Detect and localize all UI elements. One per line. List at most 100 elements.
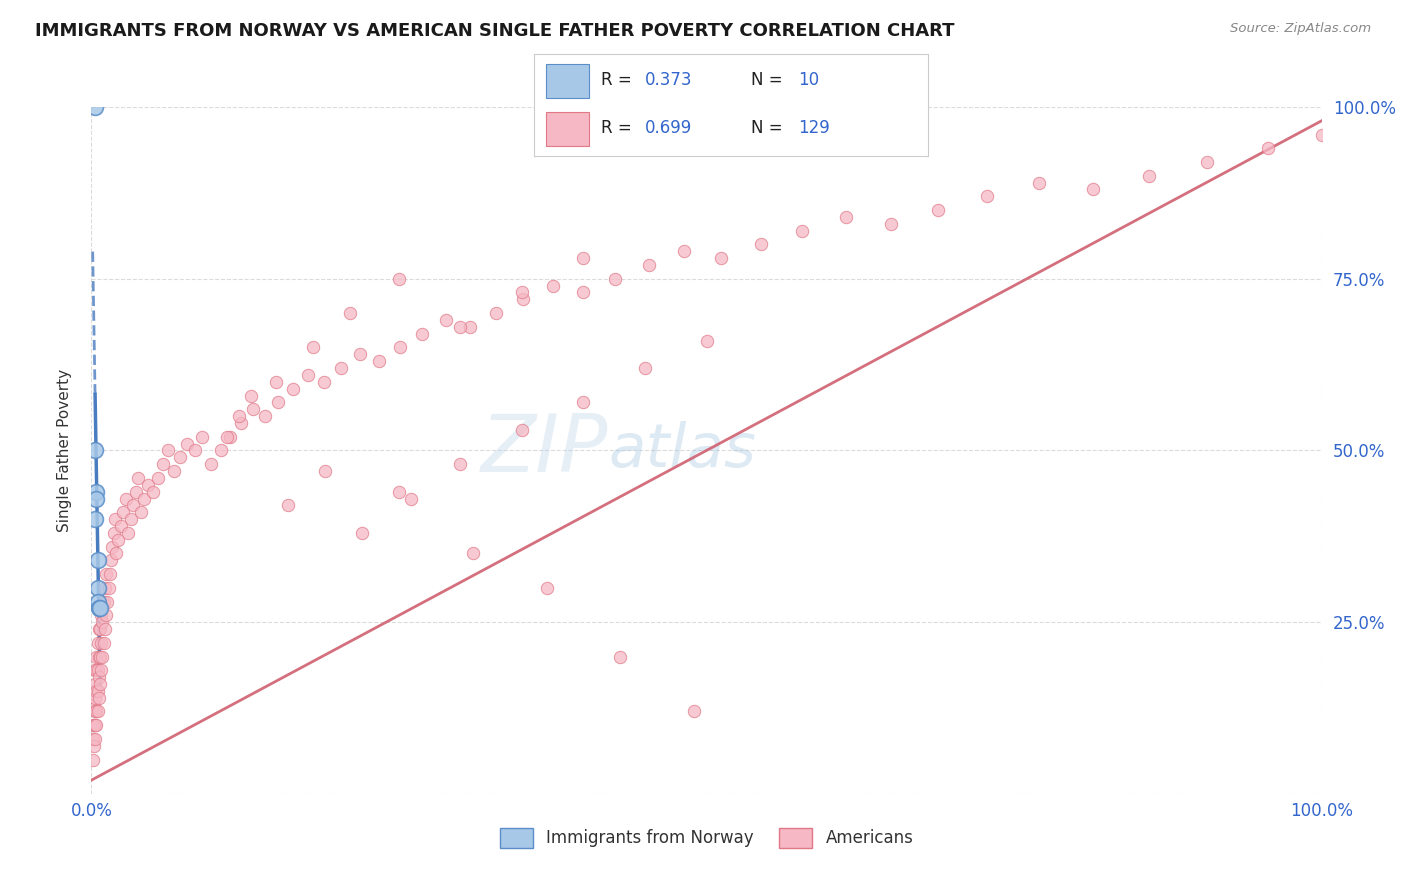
Point (107, 533, 129, 547)
Text: 0.699: 0.699 (644, 120, 692, 137)
Point (219, 430, 242, 444)
Point (83, 698, 105, 712)
Point (1139, 169, 1161, 183)
Point (87, 690, 110, 705)
Point (84, 690, 107, 705)
Point (449, 319, 471, 334)
Point (129, 505, 152, 519)
Point (485, 306, 508, 320)
Point (880, 217, 903, 231)
Point (87, 601, 110, 615)
Point (86, 705, 108, 719)
Point (510, 285, 533, 300)
Text: R =: R = (602, 120, 637, 137)
Point (512, 293, 534, 307)
Point (637, 258, 659, 272)
Point (86, 636, 108, 650)
Point (98, 567, 121, 582)
Point (749, 237, 772, 252)
Point (281, 382, 304, 396)
Point (94, 622, 117, 636)
Point (86, 663, 108, 677)
Point (349, 347, 371, 361)
Point (339, 306, 361, 320)
Point (673, 244, 696, 259)
Point (127, 471, 149, 485)
Point (301, 340, 323, 354)
Point (82, 718, 104, 732)
Point (84, 512, 107, 526)
Point (314, 464, 336, 478)
Point (200, 457, 222, 471)
Point (96, 594, 118, 608)
Point (93, 636, 115, 650)
Point (86, 705, 108, 719)
Point (609, 649, 631, 664)
Point (209, 443, 232, 458)
Point (86, 683, 108, 698)
Point (86, 581, 108, 595)
Point (449, 457, 471, 471)
Point (976, 189, 998, 203)
Point (183, 443, 207, 458)
Point (110, 519, 132, 533)
Point (152, 457, 174, 471)
Point (91, 615, 114, 630)
Point (117, 525, 139, 540)
Point (536, 581, 558, 595)
Point (240, 388, 263, 402)
Point (572, 251, 595, 265)
Point (112, 505, 135, 519)
Point (215, 430, 238, 444)
Point (176, 436, 198, 450)
Y-axis label: Single Father Poverty: Single Father Poverty (58, 369, 72, 532)
Point (101, 540, 124, 554)
Point (86, 553, 108, 567)
Point (634, 361, 657, 376)
Point (90, 663, 112, 677)
Point (100, 553, 122, 567)
Point (91, 649, 114, 664)
Text: N =: N = (751, 120, 787, 137)
Point (82, 752, 104, 766)
Text: Source: ZipAtlas.com: Source: ZipAtlas.com (1230, 22, 1371, 36)
Point (87, 649, 110, 664)
Point (84, 718, 107, 732)
Point (134, 491, 156, 506)
Point (368, 354, 391, 368)
Point (927, 203, 949, 218)
Point (84, 663, 107, 677)
Point (264, 375, 287, 389)
Point (710, 251, 733, 265)
Point (352, 525, 374, 540)
Text: IMMIGRANTS FROM NORWAY VS AMERICAN SINGLE FATHER POVERTY CORRELATION CHART: IMMIGRANTS FROM NORWAY VS AMERICAN SINGL… (35, 22, 955, 40)
Point (242, 402, 264, 417)
Point (84, 731, 107, 746)
Point (83, 739, 105, 753)
Point (541, 278, 564, 293)
Point (312, 375, 335, 389)
Point (89, 649, 111, 664)
Point (510, 423, 533, 437)
Point (605, 271, 627, 285)
Text: atlas: atlas (607, 421, 756, 480)
Point (86, 484, 108, 499)
Point (87, 622, 110, 636)
Point (683, 705, 706, 719)
Point (142, 484, 165, 499)
Point (136, 478, 159, 492)
Point (104, 512, 127, 526)
Point (399, 491, 422, 506)
Point (86, 491, 108, 506)
Point (163, 464, 186, 478)
Point (96, 608, 117, 623)
Point (434, 313, 457, 327)
Point (1197, 155, 1219, 169)
Point (84, 705, 107, 719)
Point (1310, 128, 1333, 142)
Point (1256, 141, 1278, 155)
Point (461, 546, 484, 561)
Point (228, 409, 250, 423)
Point (411, 326, 433, 341)
Point (695, 334, 717, 348)
